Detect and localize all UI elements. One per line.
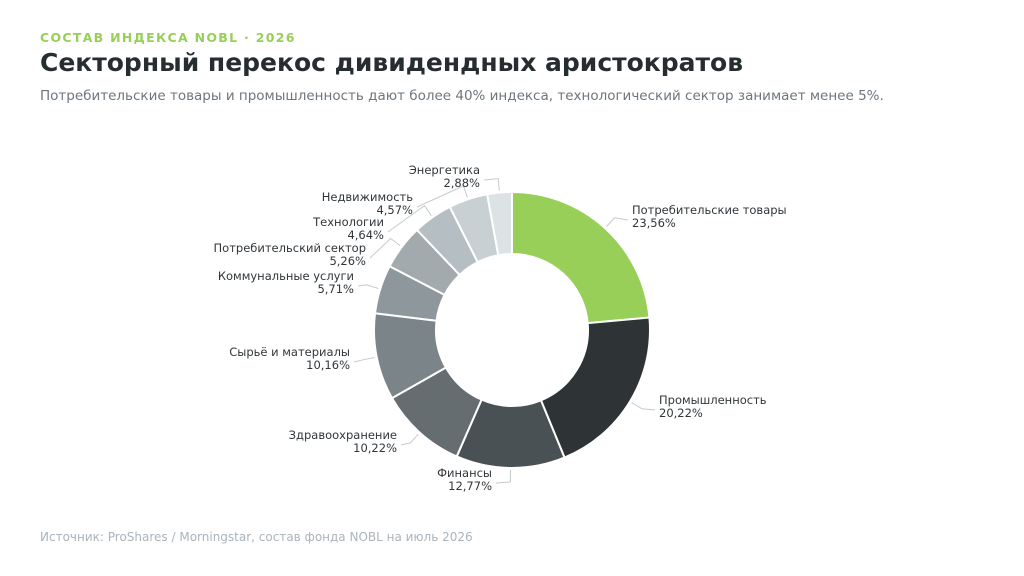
slice-label: Потребительский сектор (214, 241, 366, 255)
leader-line (606, 217, 629, 227)
slice-label: Потребительские товары (632, 203, 787, 217)
slice-value: 2,88% (443, 176, 480, 190)
slice-value: 5,26% (329, 254, 366, 268)
leader-line (387, 205, 432, 233)
eyebrow-label: СОСТАВ ИНДЕКСА NOBL · 2026 (40, 30, 296, 45)
leader-line (357, 284, 379, 289)
donut-slice (539, 316, 651, 459)
slice-value: 10,22% (353, 441, 397, 455)
slice-value: 10,16% (306, 358, 350, 372)
leader-line (400, 433, 419, 446)
slice-label: Технологии (312, 215, 384, 229)
slice-label: Здравоохранение (289, 428, 397, 442)
slice-label: Сырьё и материалы (229, 345, 350, 359)
slice-label: Финансы (437, 466, 492, 480)
chart-subtitle: Потребительские товары и промышленность … (40, 88, 884, 104)
slice-value: 12,77% (448, 479, 492, 493)
donut-slice (511, 190, 651, 325)
slice-value: 5,71% (317, 282, 354, 296)
donut-slice (485, 190, 513, 257)
donut-slices (373, 190, 651, 469)
leader-line (353, 356, 375, 363)
slice-label: Промышленность (659, 393, 767, 407)
slice-label: Коммунальные услуги (218, 269, 354, 283)
leader-lines (353, 178, 656, 484)
slice-label: Недвижимость (322, 190, 413, 204)
leader-line (495, 469, 512, 484)
slice-label: Энергетика (409, 163, 480, 177)
chart-title: Секторный перекос дивидендных аристократ… (40, 48, 744, 77)
leader-line (416, 185, 468, 208)
leader-line (369, 237, 401, 259)
leader-line (631, 402, 656, 411)
leader-line (483, 178, 500, 191)
slice-value: 4,57% (376, 203, 413, 217)
slice-value: 4,64% (347, 228, 384, 242)
slice-value: 20,22% (659, 406, 703, 420)
source-note: Источник: ProShares / Morningstar, соста… (40, 530, 473, 544)
slice-value: 23,56% (632, 216, 676, 230)
